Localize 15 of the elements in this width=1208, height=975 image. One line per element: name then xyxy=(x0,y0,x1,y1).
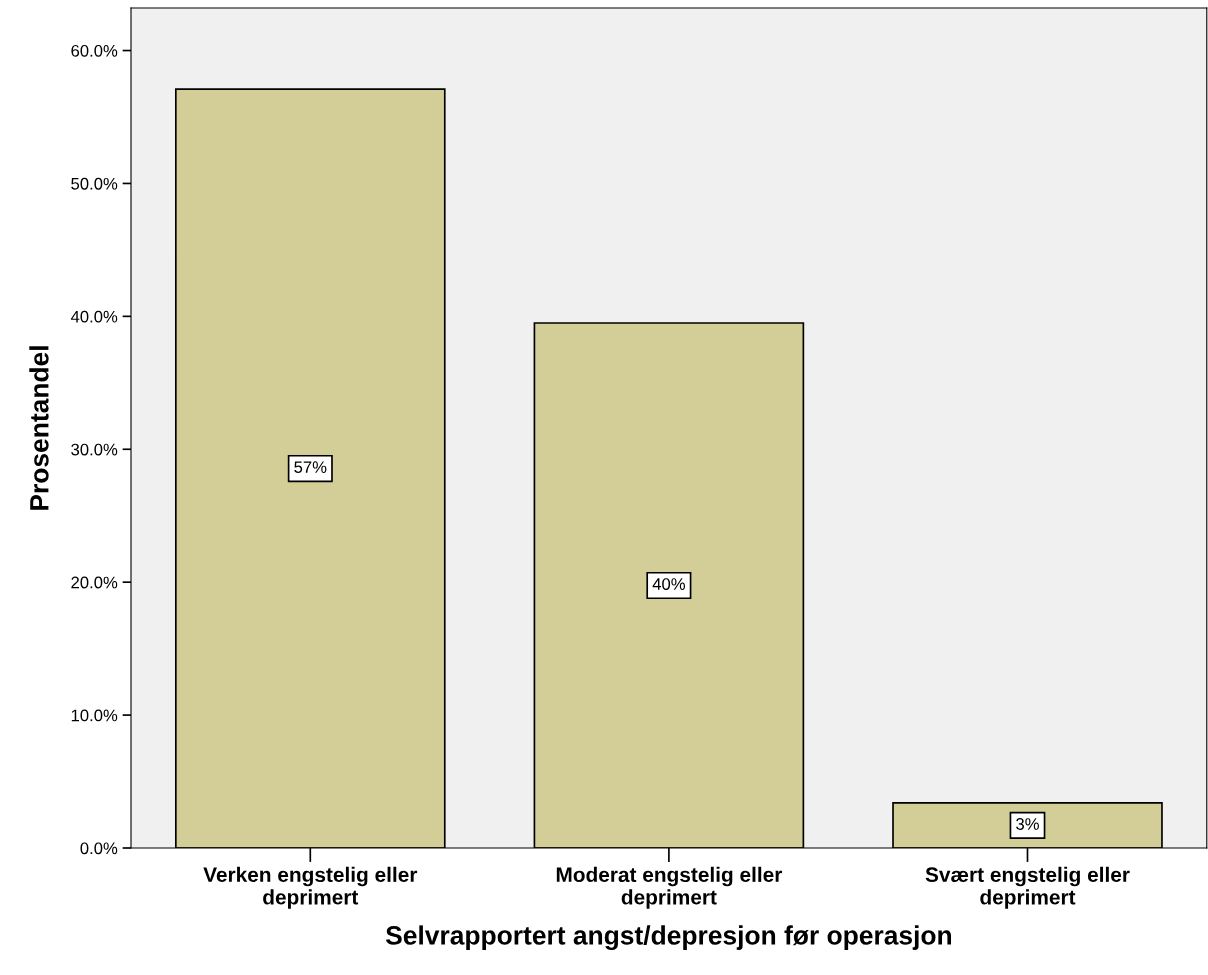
x-tick-label: Moderat engstelig eller deprimert xyxy=(556,866,783,909)
y-tick-label: 40.0% xyxy=(70,310,118,323)
x-tick-label: Svært engstelig eller deprimert xyxy=(925,866,1130,909)
y-tick-label: 50.0% xyxy=(71,177,118,190)
data-label: 40% xyxy=(652,578,685,590)
data-label: 57% xyxy=(294,461,327,474)
y-tick-label: 0.0% xyxy=(80,842,118,855)
y-axis-title: Prosentandel xyxy=(29,346,49,510)
y-tick-label: 60.0% xyxy=(71,44,118,57)
y-tick-label: 10.0% xyxy=(71,709,118,722)
y-tick-label: 20.0% xyxy=(71,576,118,589)
y-tick-label: 30.0% xyxy=(71,443,118,456)
x-axis-title: Selvrapportert angst/depresjon før operasjon xyxy=(385,925,952,951)
x-tick-label: Verken engstelig eller deprimert xyxy=(203,866,418,909)
data-label: 3% xyxy=(1016,818,1039,830)
